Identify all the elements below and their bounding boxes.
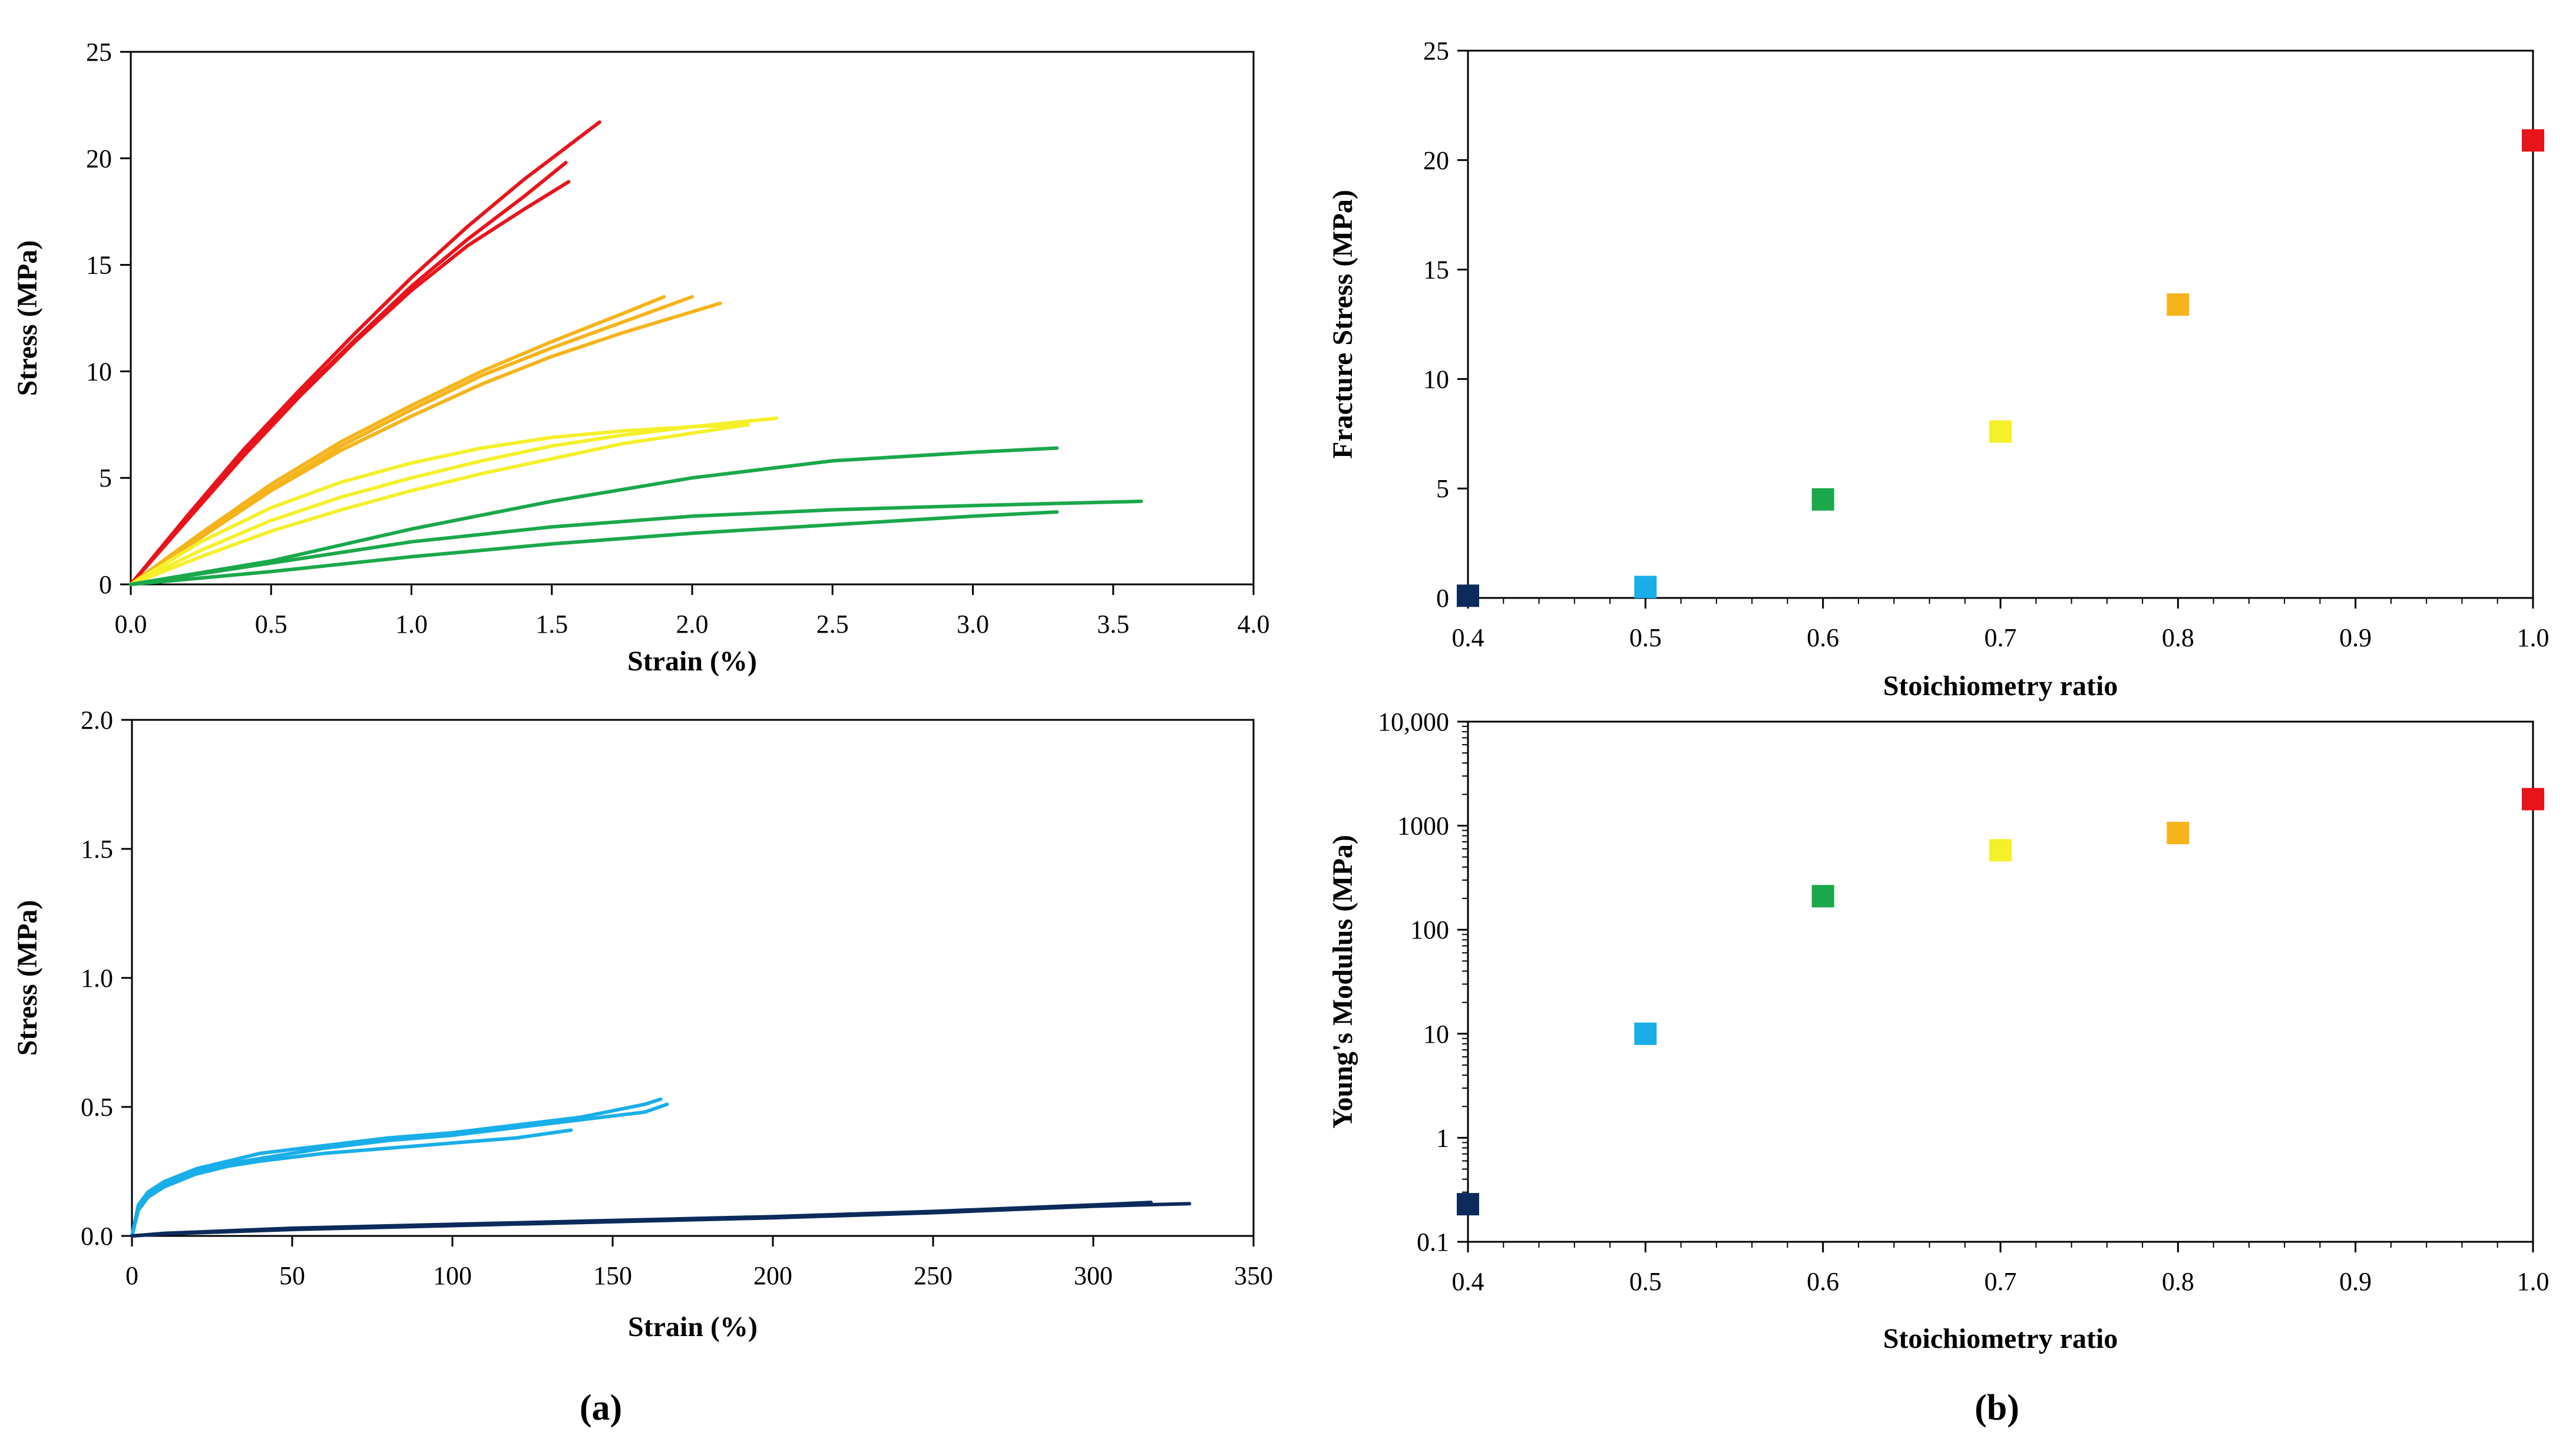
x-tick-label: 250 [914, 1261, 953, 1290]
x-tick-label: 300 [1074, 1261, 1113, 1290]
data-point [1811, 885, 1834, 908]
x-tick-label: 0.5 [1629, 1267, 1662, 1296]
plot-frame [1467, 49, 2534, 599]
y-tick-label: 1000 [1397, 812, 1449, 841]
x-tick-label: 3.5 [1097, 610, 1129, 639]
data-point [1634, 1022, 1657, 1045]
x-axis-title: Strain (%) [627, 646, 757, 677]
panel-b-label: (b) [1975, 1388, 2019, 1428]
x-tick-label: 2.5 [816, 610, 849, 639]
y-axis-title: Stress (MPa) [12, 900, 43, 1056]
x-tick-label: 350 [1234, 1261, 1273, 1290]
x-axis-title: Stoichiometry ratio [1883, 670, 2118, 702]
data-point [2167, 293, 2190, 316]
x-tick-label: 4.0 [1238, 610, 1270, 639]
y-tick-label: 10 [1423, 365, 1449, 394]
y-tick-label: 5 [1436, 474, 1449, 503]
y-tick-label: 15 [1423, 256, 1449, 285]
series-line [129, 446, 1059, 586]
data-point [1634, 576, 1657, 599]
series-line [129, 120, 601, 586]
x-tick-label: 2.0 [676, 610, 709, 639]
x-tick-label: 200 [753, 1261, 792, 1290]
series-line [129, 510, 1059, 586]
x-tick-label: 0.9 [2339, 623, 2372, 652]
x-tick-label: 0.7 [1985, 623, 2017, 652]
x-tick-label: 0.7 [1985, 1267, 2017, 1296]
x-tick-label: 0.8 [2162, 1267, 2194, 1296]
y-tick-label: 10,000 [1378, 708, 1449, 736]
x-tick-label: 0.6 [1807, 1267, 1839, 1296]
y-tick-label: 100 [1410, 915, 1449, 944]
fracture-stress-chart: 0.4 0.5 0.6 0.7 0.8 0.9 1.0 0 5 10 15 20 25 Stoichiom… [1327, 37, 2549, 702]
youngs-modulus-chart: 0.4 0.5 0.6 0.7 0.8 0.9 1.0 0.1 1 10 100 1000 10,000… [1327, 708, 2549, 1354]
data-point [1989, 420, 2012, 443]
y-tick-label: 1.5 [81, 835, 113, 864]
data-point [1989, 839, 2012, 862]
y-tick-label: 10 [1423, 1020, 1449, 1049]
x-tick-label: 0 [125, 1261, 138, 1290]
x-tick-label: 0.4 [1452, 623, 1484, 652]
series-line [129, 301, 722, 586]
x-axis-title: Stoichiometry ratio [1883, 1323, 2118, 1354]
series-line [130, 1097, 663, 1238]
data-point [2522, 129, 2544, 152]
y-tick-label: 1 [1436, 1123, 1449, 1152]
x-tick-label: 150 [593, 1261, 632, 1290]
y-tick-label: 25 [86, 38, 112, 67]
x-tick-label: 0.5 [1629, 623, 1662, 652]
x-tick-label: 0.8 [2162, 623, 2194, 652]
plot-frame [131, 719, 1255, 1237]
series-line [129, 295, 666, 586]
y-tick-label: 2.0 [81, 706, 113, 735]
x-tick-label: 1.5 [535, 610, 568, 639]
y-tick-label: 20 [1423, 146, 1449, 175]
stress-strain-top-chart: 0.0 0.5 1.0 1.5 2.0 2.5 3.0 3.5 4.0 0 5 10 15 20 25 Str… [12, 38, 1270, 677]
x-tick-label: 1.0 [395, 610, 428, 639]
y-tick-label: 10 [86, 357, 112, 386]
x-tick-label: 0.9 [2339, 1267, 2372, 1296]
x-tick-label: 1.0 [2517, 623, 2549, 652]
y-tick-label: 20 [86, 144, 112, 173]
series-line [129, 422, 750, 586]
data-point [1457, 1193, 1479, 1216]
y-tick-label: 0 [1436, 584, 1449, 613]
series-line [130, 1128, 573, 1238]
y-axis-title: Fracture Stress (MPa) [1327, 190, 1358, 459]
y-tick-label: 5 [99, 464, 112, 492]
y-tick-label: 25 [1423, 37, 1449, 65]
y-axis-title: Young's Modulus (MPa) [1327, 835, 1358, 1129]
series-line [130, 1102, 669, 1238]
stress-strain-bottom-chart: 0 50 100 150 200 250 300 350 0.0 0.5 1.0 1.5 2.0 Stra… [12, 706, 1273, 1343]
x-tick-label: 0.5 [255, 610, 287, 639]
data-point [2522, 788, 2544, 811]
x-tick-label: 0.4 [1452, 1267, 1484, 1296]
x-tick-label: 0.6 [1807, 623, 1839, 652]
y-tick-label: 0.0 [81, 1222, 113, 1251]
data-point [1811, 488, 1834, 511]
series-line [129, 416, 778, 586]
y-tick-label: 1.0 [81, 964, 113, 993]
y-tick-label: 0.5 [81, 1093, 113, 1122]
y-tick-label: 15 [86, 251, 112, 280]
series-line [129, 500, 1143, 586]
x-tick-label: 50 [279, 1261, 305, 1290]
y-tick-label: 0 [99, 570, 112, 599]
data-point [1457, 584, 1479, 607]
data-point [2167, 822, 2190, 845]
y-tick-label: 0.1 [1417, 1228, 1449, 1257]
series-line [129, 422, 750, 586]
plot-frame [1467, 720, 2534, 1243]
x-tick-label: 1.0 [2517, 1267, 2549, 1296]
series-line [129, 180, 571, 586]
x-tick-label: 0.0 [115, 610, 147, 639]
x-axis-title: Strain (%) [628, 1311, 758, 1343]
series-line [130, 1202, 1192, 1238]
x-tick-label: 100 [433, 1261, 472, 1290]
x-tick-label: 3.0 [957, 610, 989, 639]
panel-a-label: (a) [580, 1388, 622, 1428]
y-axis-title: Stress (MPa) [12, 240, 43, 396]
